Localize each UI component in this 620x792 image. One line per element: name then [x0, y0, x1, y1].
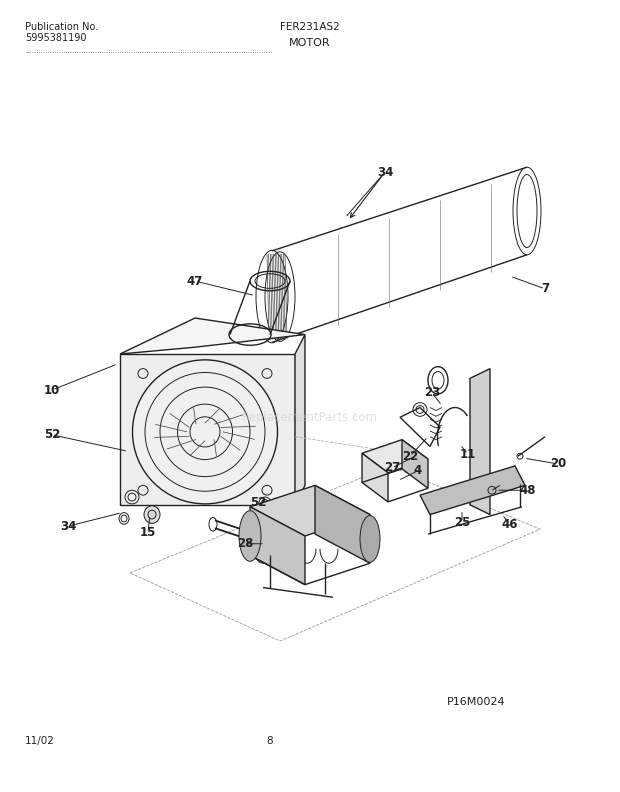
- Text: 15: 15: [140, 526, 156, 539]
- Text: 47: 47: [187, 275, 203, 287]
- Text: 11: 11: [460, 447, 476, 461]
- Ellipse shape: [360, 516, 380, 562]
- Polygon shape: [120, 354, 295, 505]
- Polygon shape: [250, 507, 305, 584]
- Text: FER231AS2: FER231AS2: [280, 22, 340, 32]
- Text: ................................................................................: ........................................…: [25, 48, 272, 54]
- Text: 27: 27: [384, 462, 400, 474]
- Ellipse shape: [239, 511, 261, 562]
- Text: 7: 7: [541, 282, 549, 295]
- Text: 25: 25: [454, 516, 470, 529]
- Text: 11/02: 11/02: [25, 737, 55, 747]
- Text: ReplacementParts.com: ReplacementParts.com: [242, 411, 378, 424]
- Text: 48: 48: [520, 484, 536, 497]
- Ellipse shape: [133, 360, 278, 504]
- Text: 46: 46: [502, 518, 518, 531]
- Text: 23: 23: [424, 386, 440, 399]
- Text: MOTOR: MOTOR: [289, 38, 331, 48]
- Text: 4: 4: [414, 464, 422, 478]
- Text: 10: 10: [44, 383, 60, 397]
- Text: P16M0024: P16M0024: [446, 697, 505, 707]
- Text: 28: 28: [237, 537, 253, 550]
- Polygon shape: [120, 318, 305, 354]
- Polygon shape: [295, 334, 305, 505]
- Text: 20: 20: [550, 458, 566, 470]
- Text: 34: 34: [377, 166, 393, 178]
- Text: 22: 22: [402, 450, 418, 463]
- Polygon shape: [362, 440, 428, 473]
- Polygon shape: [420, 466, 525, 515]
- Text: 52: 52: [44, 428, 60, 441]
- Text: 5995381190: 5995381190: [25, 33, 86, 44]
- Ellipse shape: [144, 506, 160, 524]
- Polygon shape: [250, 485, 370, 536]
- Text: 52: 52: [250, 497, 266, 509]
- Text: 34: 34: [60, 520, 76, 533]
- Polygon shape: [470, 368, 490, 515]
- Text: 8: 8: [267, 737, 273, 747]
- Polygon shape: [402, 440, 428, 489]
- Polygon shape: [362, 453, 388, 502]
- Polygon shape: [315, 485, 370, 563]
- Text: Publication No.: Publication No.: [25, 22, 98, 32]
